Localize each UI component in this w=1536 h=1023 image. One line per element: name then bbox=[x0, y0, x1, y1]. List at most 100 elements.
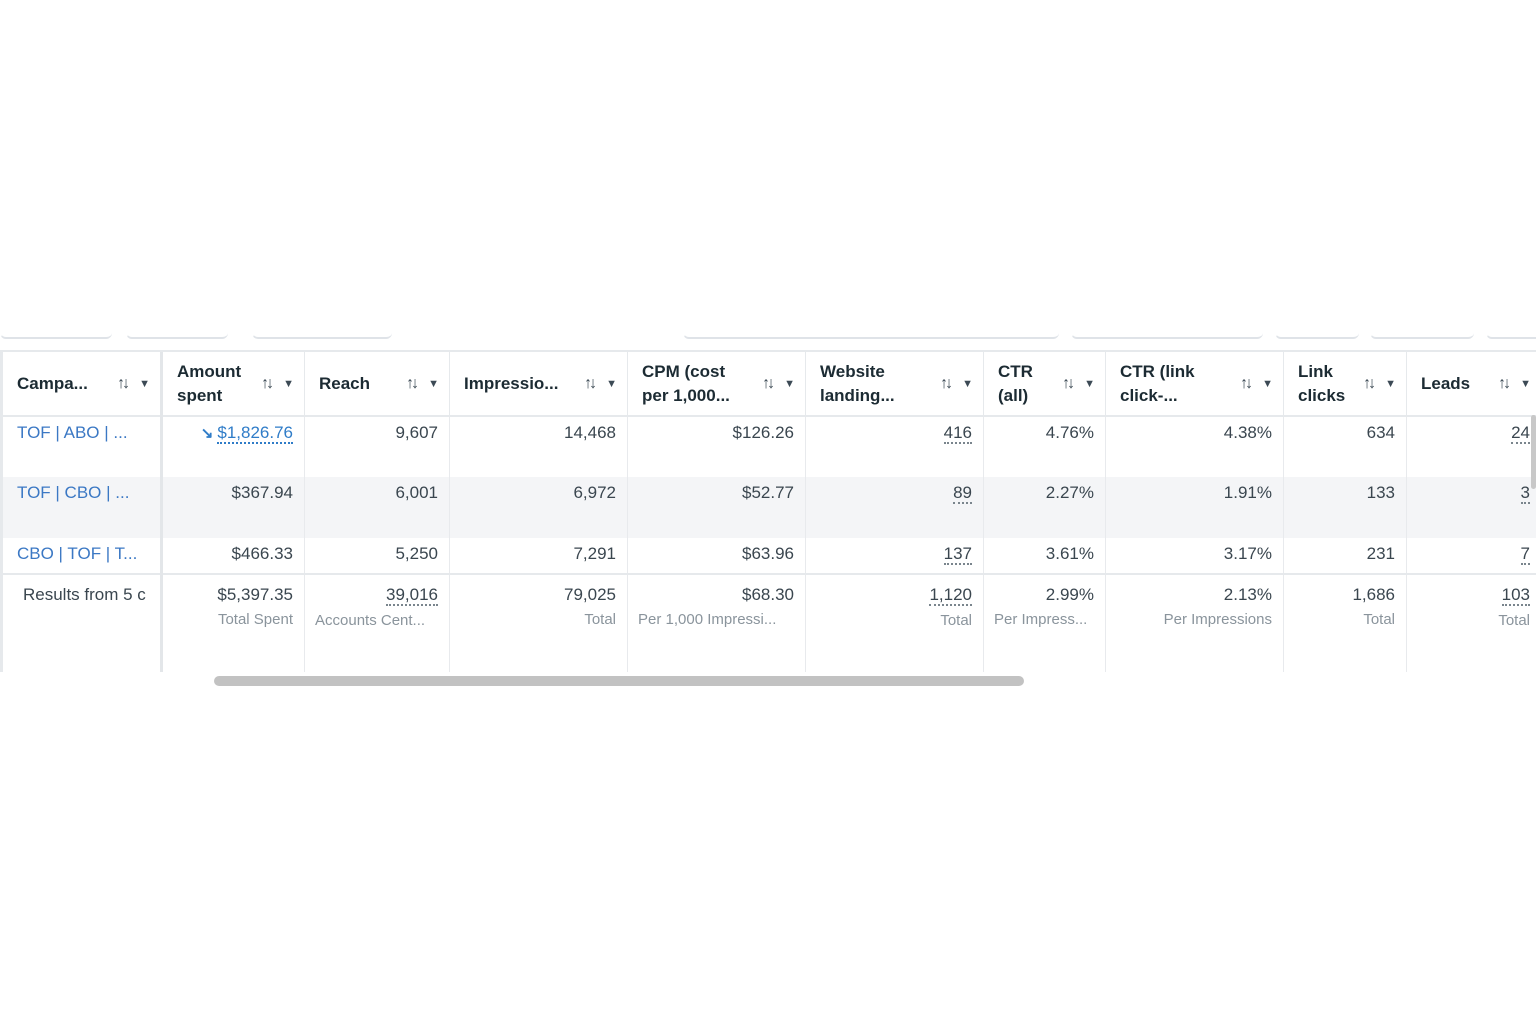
caret-down-icon[interactable]: ▼ bbox=[428, 377, 439, 390]
metric-value-link[interactable]: 3 bbox=[1520, 483, 1530, 504]
toolbar-button-partial[interactable] bbox=[126, 326, 228, 339]
total-caption: Total bbox=[1498, 612, 1530, 629]
caret-down-icon[interactable]: ▼ bbox=[139, 377, 150, 390]
cell-website-landing: 137 bbox=[805, 538, 984, 574]
total-caption: Total Spent bbox=[217, 611, 293, 628]
total-value: 2.13% bbox=[1223, 585, 1272, 604]
column-header-label: Amount spent bbox=[177, 361, 242, 405]
column-header-link-clicks[interactable]: Link clicks ↑↓ ▼ bbox=[1283, 352, 1407, 417]
metric-value: 133 bbox=[1366, 483, 1395, 502]
toolbar-button-partial[interactable] bbox=[683, 326, 1059, 339]
trend-down-icon: ↘ bbox=[200, 425, 214, 442]
campaign-name-link[interactable]: TOF | ABO | ... bbox=[17, 423, 128, 442]
column-header-cpm[interactable]: CPM (cost per 1,000... ↑↓ ▼ bbox=[627, 352, 806, 417]
caret-down-icon[interactable]: ▼ bbox=[962, 377, 973, 390]
cell-website-landing: 416 bbox=[805, 416, 984, 477]
sort-arrows-icon[interactable]: ↑↓ bbox=[1240, 374, 1253, 392]
toolbar-button-partial[interactable] bbox=[1275, 326, 1359, 339]
sort-arrows-icon[interactable]: ↑↓ bbox=[940, 374, 953, 392]
table-row[interactable]: CBO | TOF | T... $466.33 5,250 7,291 $63.96 1… bbox=[0, 538, 1536, 574]
metric-value-link[interactable]: 89 bbox=[953, 483, 972, 504]
toolbar-button-partial[interactable] bbox=[1370, 326, 1474, 339]
cell-reach: 6,001 bbox=[304, 477, 450, 538]
total-value[interactable]: 1,120 bbox=[929, 585, 972, 606]
column-header-label: CPM (cost per 1,000... bbox=[642, 361, 730, 405]
metric-value: 6,972 bbox=[573, 483, 616, 502]
cell-ctr-all: 3.61% bbox=[983, 538, 1106, 574]
column-header-impressions[interactable]: Impressio... ↑↓ ▼ bbox=[449, 352, 628, 417]
vertical-scrollbar[interactable] bbox=[1531, 415, 1536, 489]
cell-cpm: $63.96 bbox=[627, 538, 806, 574]
metric-value-link[interactable]: 137 bbox=[943, 544, 972, 565]
metric-value-link[interactable]: 7 bbox=[1520, 544, 1530, 565]
cell-link-clicks: 231 bbox=[1283, 538, 1407, 574]
cell-reach: 9,607 bbox=[304, 416, 450, 477]
sort-arrows-icon[interactable]: ↑↓ bbox=[1498, 374, 1511, 392]
table-row[interactable]: TOF | CBO | ... $367.94 6,001 6,972 $52.77 89… bbox=[0, 477, 1536, 538]
total-caption: Total bbox=[584, 611, 616, 628]
caret-down-icon[interactable]: ▼ bbox=[1084, 377, 1095, 390]
total-leads: 103 Total bbox=[1406, 573, 1536, 672]
metric-value: 4.38% bbox=[1223, 423, 1272, 442]
sort-arrows-icon[interactable]: ↑↓ bbox=[1062, 374, 1075, 392]
cell-campaign: TOF | CBO | ... bbox=[0, 477, 163, 538]
column-header-ctr-all[interactable]: CTR (all) ↑↓ ▼ bbox=[983, 352, 1106, 417]
cell-ctr-link: 3.17% bbox=[1105, 538, 1284, 574]
total-ctr-link: 2.13% Per Impressions bbox=[1105, 573, 1284, 672]
total-value: 2.99% bbox=[1045, 585, 1094, 604]
amount-spent-link[interactable]: $1,826.76 bbox=[217, 423, 293, 444]
sort-arrows-icon[interactable]: ↑↓ bbox=[762, 374, 775, 392]
metric-value: 9,607 bbox=[395, 423, 438, 442]
cell-ctr-link: 1.91% bbox=[1105, 477, 1284, 538]
total-caption: Per Impressions bbox=[1163, 611, 1272, 628]
cell-amount-spent: $367.94 bbox=[161, 477, 305, 538]
toolbar-button-partial[interactable] bbox=[252, 326, 392, 339]
toolbar-button-partial[interactable] bbox=[0, 326, 112, 339]
column-header-campaign[interactable]: Campa... ↑↓ ▼ bbox=[0, 352, 163, 417]
caret-down-icon[interactable]: ▼ bbox=[1262, 377, 1273, 390]
sort-arrows-icon[interactable]: ↑↓ bbox=[261, 374, 274, 392]
toolbar-button-partial[interactable] bbox=[1486, 326, 1536, 339]
cell-ctr-link: 4.38% bbox=[1105, 416, 1284, 477]
total-value: $68.30 bbox=[742, 585, 794, 604]
cell-impressions: 7,291 bbox=[449, 538, 628, 574]
cell-leads: 3 bbox=[1406, 477, 1536, 538]
caret-down-icon[interactable]: ▼ bbox=[1520, 377, 1531, 390]
cell-campaign: CBO | TOF | T... bbox=[0, 538, 163, 574]
column-header-website-landing[interactable]: Website landing... ↑↓ ▼ bbox=[805, 352, 984, 417]
column-header-label: Reach bbox=[319, 373, 371, 393]
total-value[interactable]: 103 bbox=[1501, 585, 1530, 606]
column-header-leads[interactable]: Leads ↑↓ ▼ bbox=[1406, 352, 1536, 417]
metric-value: 6,001 bbox=[395, 483, 438, 502]
sort-arrows-icon[interactable]: ↑↓ bbox=[584, 374, 597, 392]
metric-value: 7,291 bbox=[573, 544, 616, 563]
total-link-clicks: 1,686 Total bbox=[1283, 573, 1407, 672]
campaign-name-link[interactable]: CBO | TOF | T... bbox=[17, 544, 138, 563]
metric-value: 231 bbox=[1366, 544, 1395, 563]
horizontal-scrollbar[interactable] bbox=[214, 676, 1024, 686]
sort-arrows-icon[interactable]: ↑↓ bbox=[117, 374, 130, 392]
toolbar-button-partial[interactable] bbox=[1071, 326, 1263, 339]
total-caption: Per Impress... bbox=[994, 611, 1088, 628]
column-header-label: CTR (all) bbox=[998, 361, 1033, 405]
total-value[interactable]: 39,016 bbox=[386, 585, 438, 606]
table-row[interactable]: TOF | ABO | ... ↘ $1,826.76 9,607 14,468 $126… bbox=[0, 416, 1536, 477]
sort-arrows-icon[interactable]: ↑↓ bbox=[406, 374, 419, 392]
cell-website-landing: 89 bbox=[805, 477, 984, 538]
campaign-name-link[interactable]: TOF | CBO | ... bbox=[17, 483, 130, 502]
cell-impressions: 14,468 bbox=[449, 416, 628, 477]
column-header-reach[interactable]: Reach ↑↓ ▼ bbox=[304, 352, 450, 417]
metric-value-link[interactable]: 24 bbox=[1511, 423, 1530, 444]
sort-arrows-icon[interactable]: ↑↓ bbox=[1363, 374, 1376, 392]
total-value: $5,397.35 bbox=[217, 585, 293, 604]
caret-down-icon[interactable]: ▼ bbox=[784, 377, 795, 390]
column-header-amount-spent[interactable]: Amount spent ↑↓ ▼ bbox=[161, 352, 305, 417]
column-header-label: Campa... bbox=[17, 373, 88, 393]
caret-down-icon[interactable]: ▼ bbox=[1385, 377, 1396, 390]
caret-down-icon[interactable]: ▼ bbox=[606, 377, 617, 390]
column-header-ctr-link[interactable]: CTR (link click-... ↑↓ ▼ bbox=[1105, 352, 1284, 417]
metric-value-link[interactable]: 416 bbox=[943, 423, 972, 444]
column-header-label: Impressio... bbox=[464, 373, 559, 393]
cell-ctr-all: 2.27% bbox=[983, 477, 1106, 538]
caret-down-icon[interactable]: ▼ bbox=[283, 377, 294, 390]
